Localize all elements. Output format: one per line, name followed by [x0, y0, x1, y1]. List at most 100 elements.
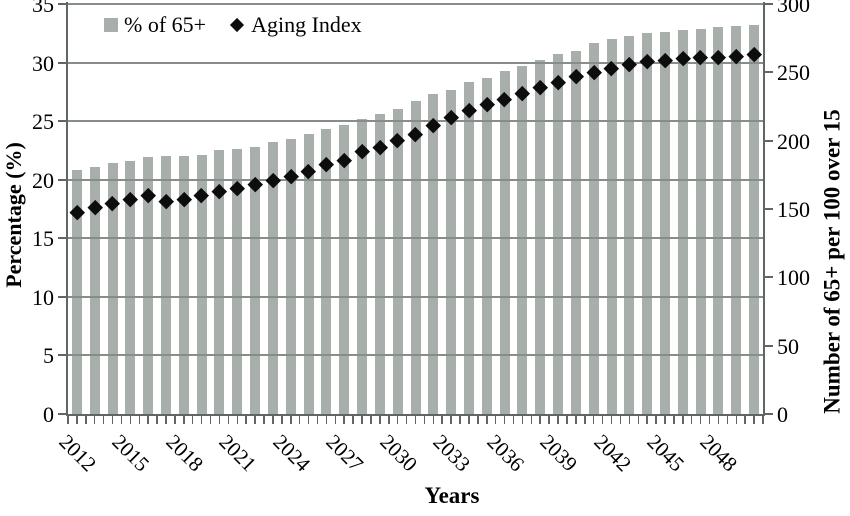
bar [749, 25, 760, 414]
gridline [68, 295, 763, 298]
x-axis-tick [138, 416, 141, 424]
x-axis-tick [156, 416, 158, 424]
x-axis-tick-label: 2018 [161, 429, 208, 477]
bar [71, 170, 82, 414]
x-axis-tick [735, 416, 738, 424]
x-axis-tick [263, 416, 265, 424]
x-axis-tick [530, 416, 533, 424]
right-axis-tick [765, 208, 773, 210]
right-axis-tick [765, 71, 773, 74]
bar [250, 146, 261, 414]
x-axis-tick [352, 416, 354, 424]
x-axis-tick [610, 416, 613, 424]
right-axis-tick-label: 250 [777, 60, 810, 86]
right-axis-tick [765, 3, 773, 5]
x-axis-tick [494, 416, 497, 424]
x-axis-tick [468, 416, 470, 424]
x-axis-tick-label: 2042 [588, 429, 636, 477]
x-axis-tick [236, 416, 239, 424]
x-axis-tick [227, 416, 230, 424]
bar [428, 94, 439, 414]
x-axis-tick [744, 416, 746, 424]
bar [357, 118, 368, 414]
left-axis-tick [58, 237, 66, 240]
bar [143, 157, 154, 414]
bar [553, 54, 564, 414]
right-axis-tick-label: 300 [777, 0, 810, 17]
bar [321, 129, 332, 414]
x-axis-tick [200, 416, 203, 424]
right-axis-tick-label: 100 [777, 265, 810, 291]
gridline [68, 61, 763, 64]
x-axis-tick [67, 416, 69, 424]
x-axis-tick [298, 416, 301, 424]
x-axis-tick [726, 416, 729, 424]
bar [588, 42, 599, 414]
x-axis-tick [584, 416, 586, 424]
x-axis-tick [209, 416, 212, 424]
x-axis-tick [459, 416, 461, 424]
bar [196, 155, 207, 414]
bar [178, 156, 189, 414]
x-axis-tick-label: 2024 [268, 429, 315, 477]
bar [481, 77, 492, 414]
bar [642, 33, 653, 414]
bar [303, 134, 314, 414]
left-axis-tick [58, 295, 66, 298]
x-axis-tick [405, 416, 408, 424]
x-axis-tick [601, 416, 604, 424]
left-axis-tick-label: 25 [32, 109, 54, 135]
bar [695, 28, 706, 414]
x-axis-tick [245, 416, 247, 424]
x-axis-tick [388, 416, 390, 424]
x-axis-tick [512, 416, 515, 424]
x-axis-tick [361, 416, 363, 424]
x-axis-tick [646, 416, 648, 424]
x-axis-tick [423, 416, 426, 424]
left-axis-tick-label: 0 [43, 402, 54, 427]
x-axis-tick [307, 416, 310, 424]
right-axis-tick [765, 413, 773, 415]
x-axis-tick [753, 416, 755, 424]
right-axis-tick-label: 200 [777, 128, 810, 154]
bar [517, 66, 528, 414]
x-axis-tick [521, 416, 524, 424]
left-axis-tick [58, 3, 66, 5]
x-axis-tick [575, 416, 577, 424]
x-axis-tick [370, 416, 372, 424]
x-axis-tick [120, 416, 123, 424]
x-axis-tick [664, 416, 666, 424]
x-axis-tick [254, 416, 256, 424]
right-axis-line [763, 2, 765, 416]
x-axis-tick [165, 416, 167, 424]
bar [713, 27, 724, 414]
x-axis-tick [290, 416, 292, 424]
x-axis-tick [147, 416, 149, 424]
bar [107, 163, 118, 414]
x-axis-tick [619, 416, 622, 424]
x-axis-tick [557, 416, 559, 424]
x-axis-tick [432, 416, 435, 424]
right-axis-tick [765, 276, 773, 279]
right-axis-tick-label: 50 [777, 333, 799, 359]
x-axis-tick-label: 2039 [535, 429, 583, 477]
gridline [68, 237, 763, 240]
legend-item-percent-65: % of 65+ [104, 12, 206, 38]
x-axis-tick [762, 416, 764, 424]
bar [446, 89, 457, 414]
gridline [68, 178, 763, 181]
bar [499, 70, 510, 414]
legend-label-percent-65: % of 65+ [124, 12, 207, 37]
left-axis-tick-label: 30 [32, 50, 54, 76]
x-axis-tick [477, 416, 479, 424]
bar [463, 82, 474, 414]
bar [677, 29, 688, 414]
bar [339, 124, 350, 414]
x-axis-tick [699, 416, 702, 424]
gridline [68, 120, 763, 123]
bar [125, 160, 136, 414]
x-axis-tick [486, 416, 488, 424]
x-axis-tick [129, 416, 132, 424]
bar [570, 50, 581, 414]
